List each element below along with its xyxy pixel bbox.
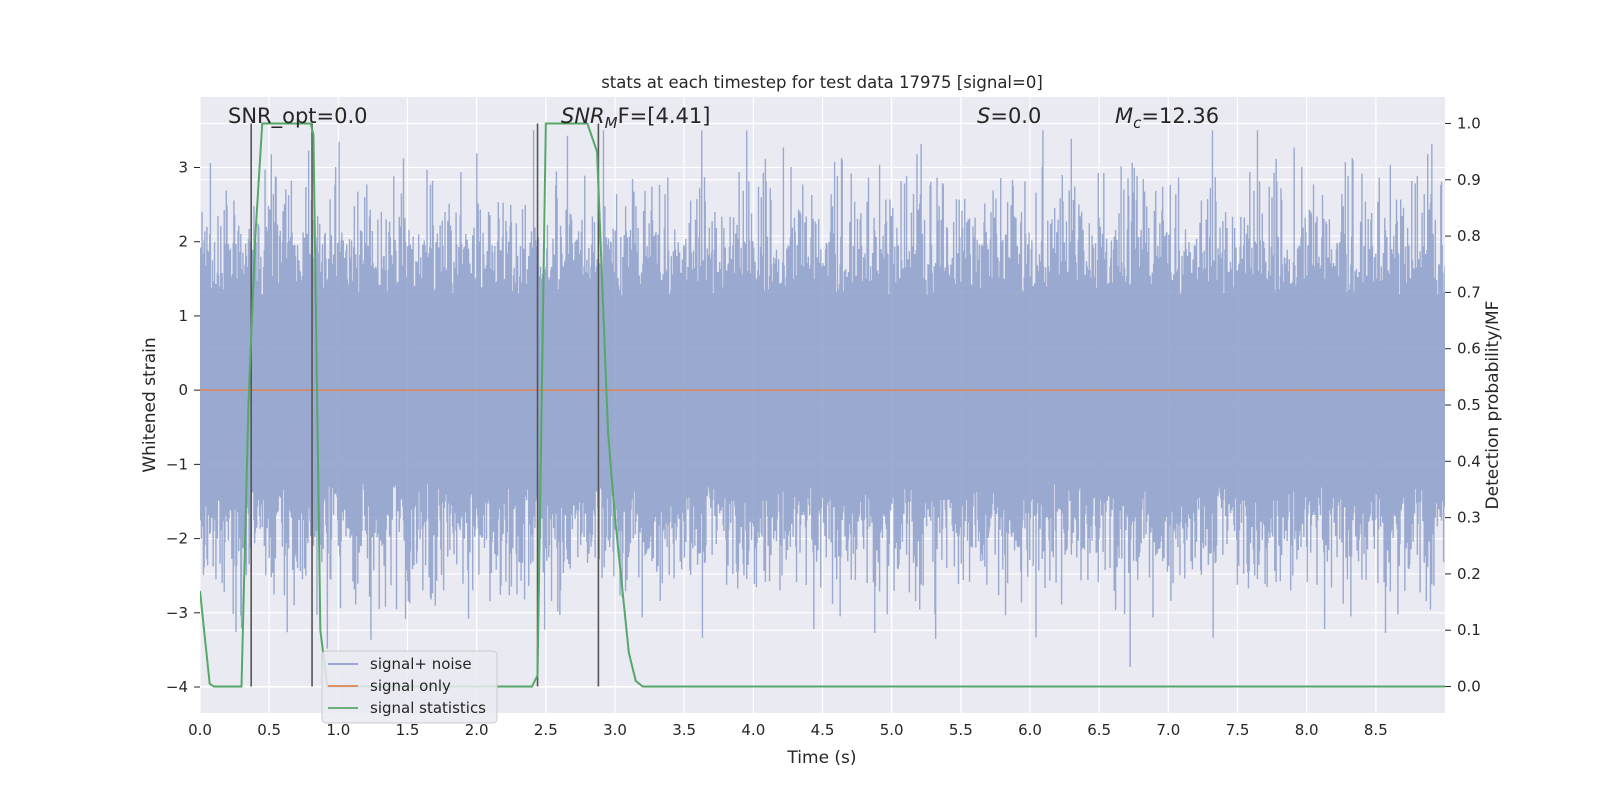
- chart-title: stats at each timestep for test data 179…: [601, 73, 1043, 92]
- annotation-snr-opt: SNR_opt=0.0: [228, 104, 368, 129]
- annotation-mc-main: M: [1115, 104, 1133, 128]
- y-tick-labels: 3 2 1 0 −1 −2 −3 −4: [166, 159, 200, 696]
- x-tick-label: 7.5: [1226, 721, 1250, 739]
- y2-tick-label: 1.0: [1457, 114, 1481, 132]
- series-signal-statistics: [200, 122, 1445, 688]
- x-tick-label: 0.0: [188, 721, 212, 739]
- x-tick-label: 2.0: [465, 721, 489, 739]
- x-tick-labels: 0.0 0.5 1.0 1.5 2.0 2.5 3.0 3.5 4.0 4.5 5.0 5.5 6.0 6…: [188, 721, 1388, 739]
- y2-tick-labels: 1.0 0.9 0.8 0.7 0.6 0.5 0.4 0.3 0.2 0.1 0.0: [1445, 114, 1481, 696]
- y2-tick-label: 0.2: [1457, 565, 1481, 583]
- y2-axis-label: Detection probability/MF: [1483, 301, 1503, 510]
- x-tick-label: 0.5: [257, 721, 281, 739]
- annotation-snr-mf-main: SNR: [561, 104, 605, 128]
- legend-label-signal-plus-noise: signal+ noise: [370, 655, 472, 673]
- vertical-markers: [250, 123, 600, 687]
- legend-label-signal-statistics: signal statistics: [370, 699, 486, 717]
- annotation-snr-mf-rest: F=[4.41]: [618, 104, 711, 128]
- x-tick-label: 6.0: [1018, 721, 1042, 739]
- y-axis-label: Whitened strain: [140, 337, 160, 472]
- x-tick-label: 3.5: [672, 721, 696, 739]
- annotation-snr-mf-sub: M: [605, 114, 618, 132]
- annotation-s: S=0.0: [977, 104, 1041, 128]
- y-tick-label: −3: [166, 604, 188, 622]
- x-tick-label: 3.0: [603, 721, 627, 739]
- y2-tick-label: 0.3: [1457, 509, 1481, 527]
- y-tick-label: 3: [178, 159, 188, 177]
- legend: signal+ noise signal only signal statist…: [321, 650, 498, 724]
- x-tick-label: 4.0: [741, 721, 765, 739]
- legend-label-signal-only: signal only: [370, 677, 451, 695]
- x-tick-label: 1.0: [326, 721, 350, 739]
- x-tick-label: 5.5: [949, 721, 973, 739]
- x-axis-label: Time (s): [786, 748, 856, 768]
- x-tick-label: 7.0: [1156, 721, 1180, 739]
- x-tick-label: 6.5: [1087, 721, 1111, 739]
- y-tick-label: −2: [166, 530, 188, 548]
- annotation-mc-sub: c: [1133, 114, 1142, 132]
- x-tick-label: 8.0: [1295, 721, 1319, 739]
- y2-tick-label: 0.6: [1457, 340, 1481, 358]
- y-tick-label: 2: [178, 233, 188, 251]
- annotation-s-rest: =0.0: [990, 104, 1041, 128]
- y2-tick-label: 0.4: [1457, 452, 1481, 470]
- y2-tick-label: 0.1: [1457, 621, 1481, 639]
- y-tick-label: 1: [178, 307, 188, 325]
- series-signal-plus-noise: [200, 130, 1445, 668]
- x-tick-label: 2.5: [534, 721, 558, 739]
- x-tick-label: 5.0: [880, 721, 904, 739]
- x-tick-label: 1.5: [396, 721, 420, 739]
- y2-tick-label: 0.7: [1457, 283, 1481, 301]
- y-tick-label: −1: [166, 455, 188, 473]
- annotation-mc-rest: =12.36: [1141, 104, 1219, 128]
- x-tick-label: 8.5: [1364, 721, 1388, 739]
- y2-tick-label: 0.5: [1457, 396, 1481, 414]
- legend-frame: [321, 650, 498, 724]
- annotation-mc: Mc=12.36: [1115, 104, 1219, 132]
- annotation-s-main: S: [977, 104, 990, 128]
- x-tick-label: 4.5: [811, 721, 835, 739]
- y-tick-label: −4: [166, 678, 188, 696]
- y2-tick-label: 0.9: [1457, 171, 1481, 189]
- annotation-snr-mf: SNRMF=[4.41]: [561, 104, 710, 132]
- y-tick-label: 0: [178, 381, 188, 399]
- y2-tick-label: 0.0: [1457, 678, 1481, 696]
- y2-tick-label: 0.8: [1457, 227, 1481, 245]
